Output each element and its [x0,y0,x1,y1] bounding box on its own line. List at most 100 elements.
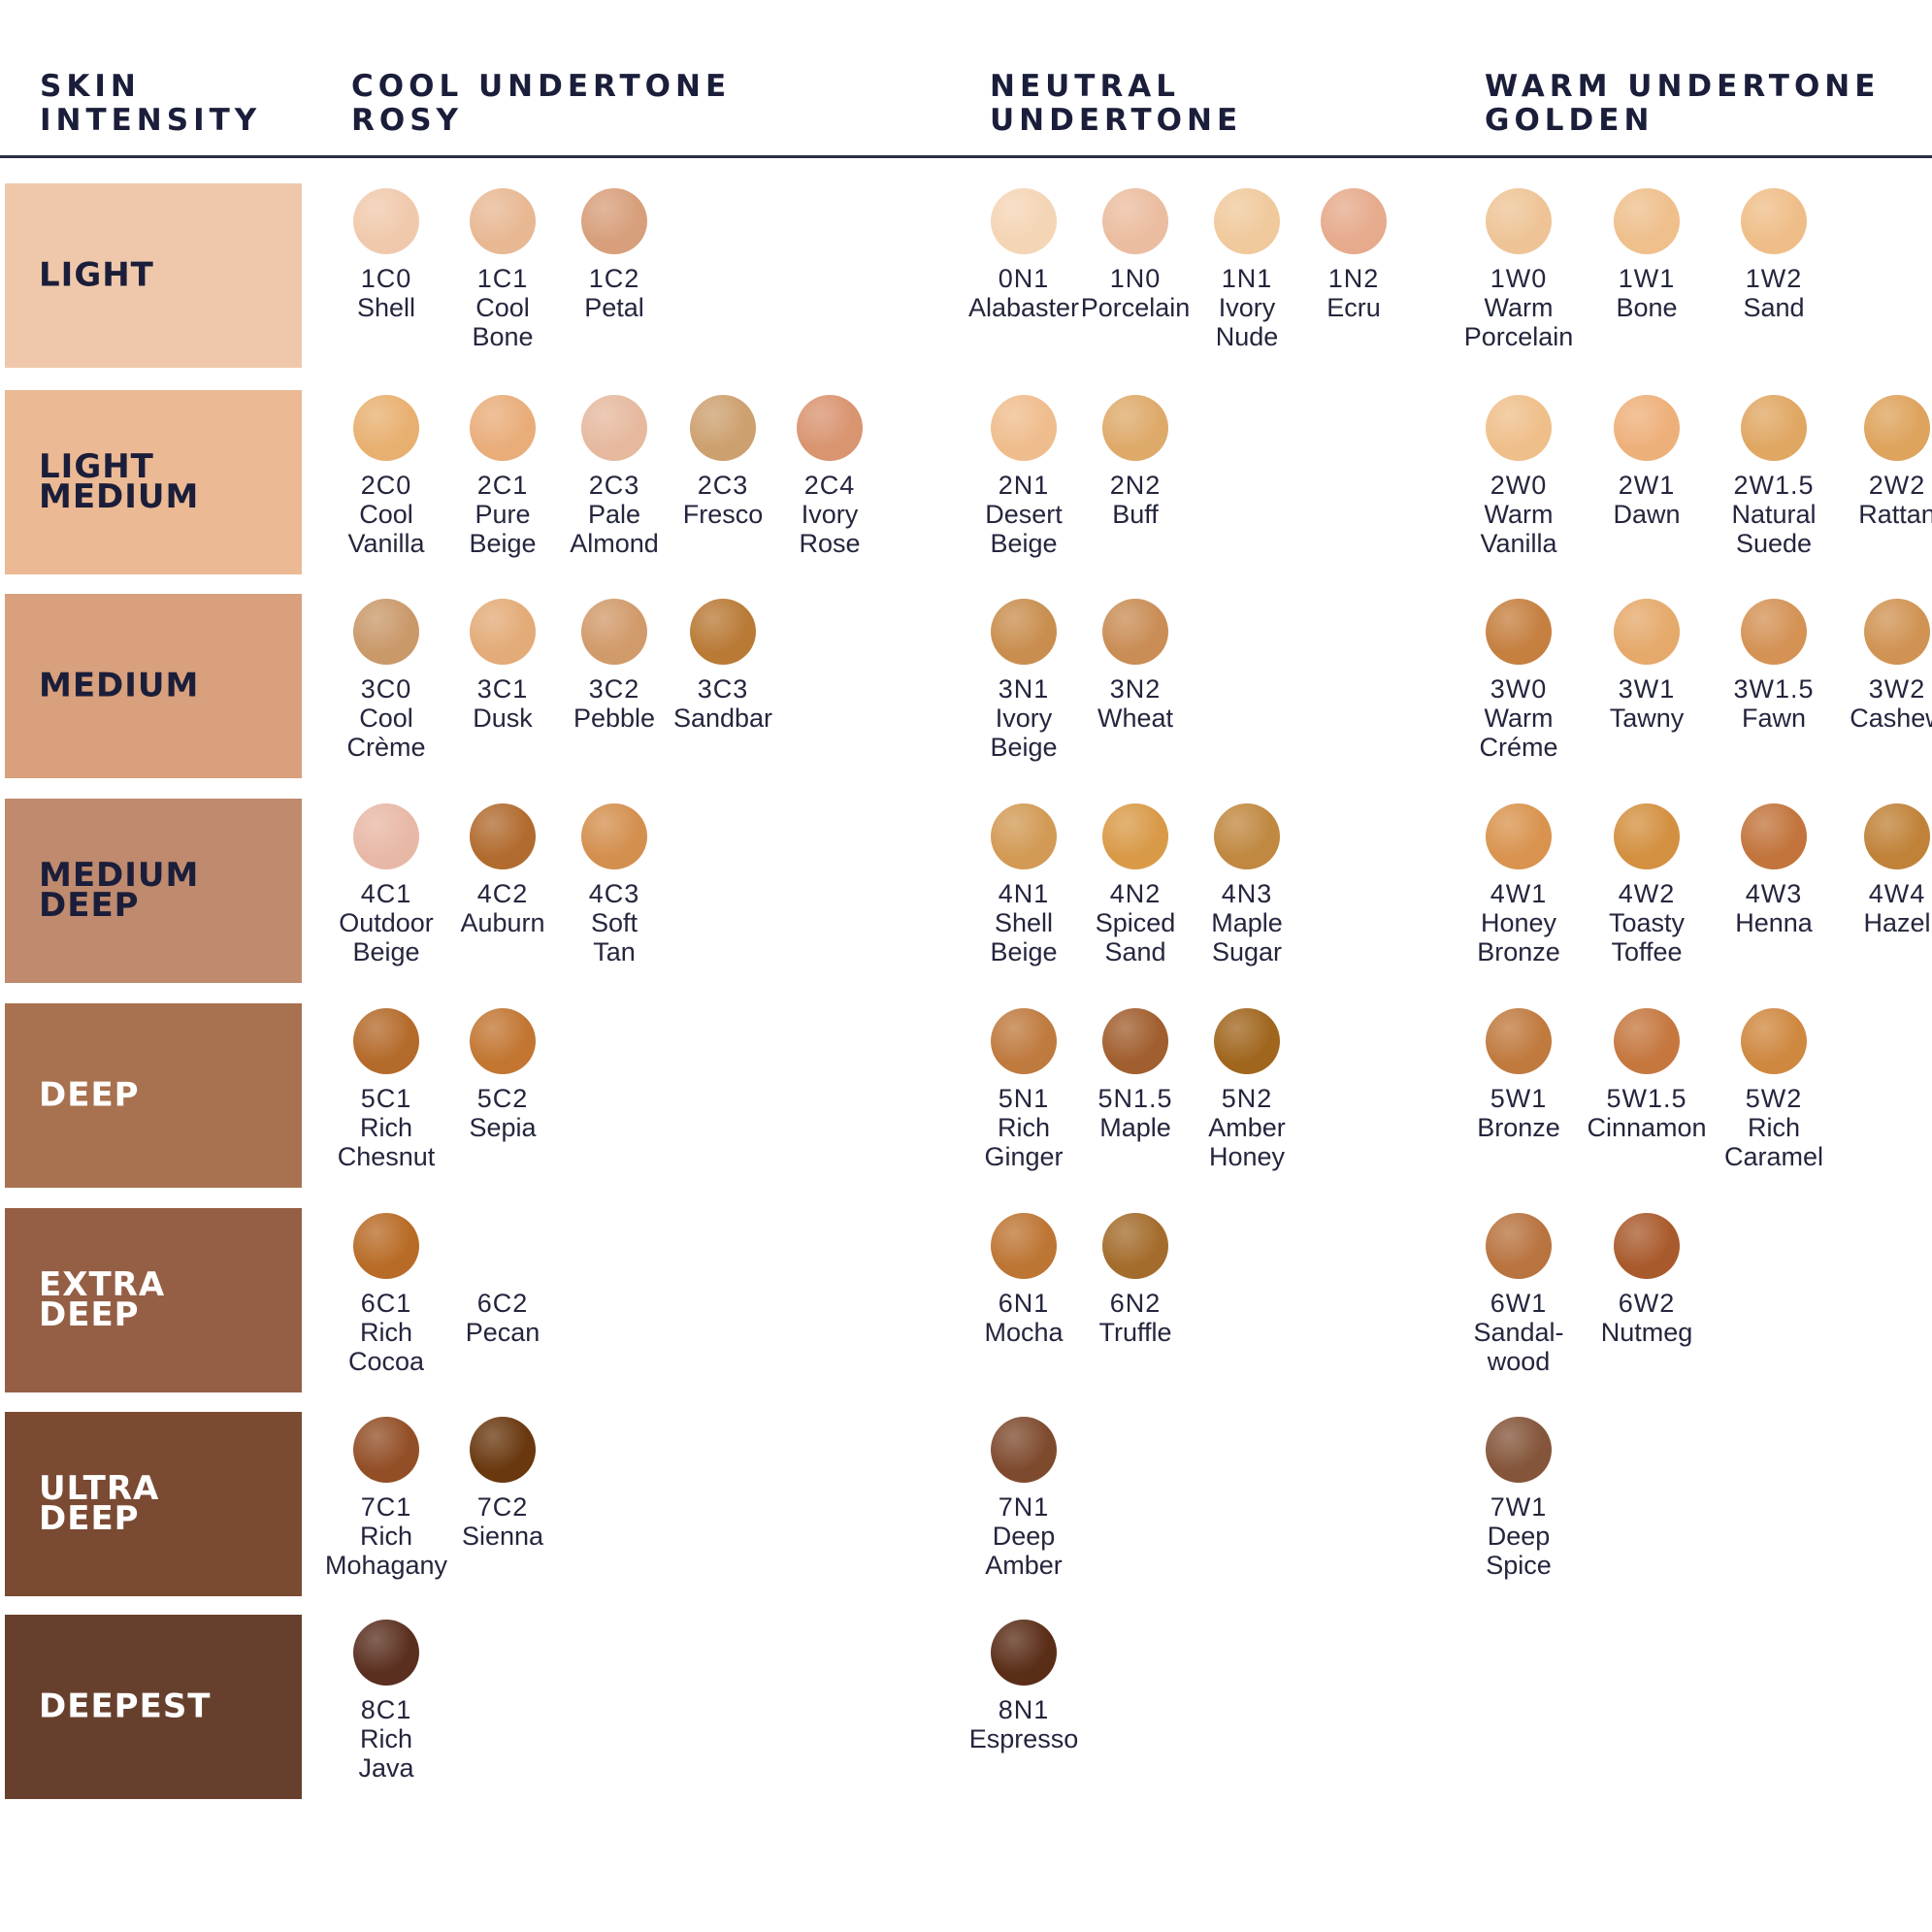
shade-5w1.5[interactable]: 5W1.5 Cinnamon [1579,1008,1715,1142]
shade-6c1[interactable]: 6C1 Rich Cocoa [318,1213,454,1376]
shade-3w1.5[interactable]: 3W1.5 Fawn [1706,599,1842,733]
shade-5w2[interactable]: 5W2 Rich Caramel [1706,1008,1842,1171]
shade-swatch[interactable] [1102,1213,1168,1279]
shade-5c2[interactable]: 5C2 Sepia [435,1008,571,1142]
shade-7n1[interactable]: 7N1 Deep Amber [956,1417,1092,1580]
shade-6w1[interactable]: 6W1 Sandal- wood [1451,1213,1587,1376]
shade-swatch[interactable] [581,395,647,461]
shade-4c2[interactable]: 4C2 Auburn [435,803,571,937]
shade-swatch[interactable] [690,395,756,461]
shade-1n1[interactable]: 1N1 Ivory Nude [1179,188,1315,351]
shade-4w3[interactable]: 4W3 Henna [1706,803,1842,937]
shade-swatch[interactable] [1214,1008,1280,1074]
shade-4c3[interactable]: 4C3 Soft Tan [546,803,682,966]
shade-swatch[interactable] [1214,803,1280,869]
shade-swatch[interactable] [991,1620,1057,1686]
shade-5n1.5[interactable]: 5N1.5 Maple [1067,1008,1203,1142]
shade-swatch[interactable] [1741,599,1807,665]
shade-3c0[interactable]: 3C0 Cool Crème [318,599,454,762]
shade-swatch[interactable] [353,1417,419,1483]
shade-3n2[interactable]: 3N2 Wheat [1067,599,1203,733]
shade-swatch[interactable] [1214,188,1280,254]
shade-4c1[interactable]: 4C1 Outdoor Beige [318,803,454,966]
shade-swatch[interactable] [470,1417,536,1483]
shade-4w2[interactable]: 4W2 Toasty Toffee [1579,803,1715,966]
shade-2c4[interactable]: 2C4 Ivory Rose [762,395,898,558]
shade-swatch[interactable] [353,188,419,254]
shade-5n2[interactable]: 5N2 Amber Honey [1179,1008,1315,1171]
shade-3c3[interactable]: 3C3 Sandbar [655,599,791,733]
shade-swatch[interactable] [1486,599,1552,665]
shade-swatch[interactable] [1102,395,1168,461]
shade-swatch[interactable] [1486,395,1552,461]
shade-swatch[interactable] [1486,1213,1552,1279]
shade-swatch[interactable] [1741,188,1807,254]
shade-swatch[interactable] [353,803,419,869]
shade-swatch[interactable] [470,188,536,254]
shade-swatch[interactable] [690,599,756,665]
shade-1n0[interactable]: 1N0 Porcelain [1067,188,1203,322]
shade-1c2[interactable]: 1C2 Petal [546,188,682,322]
shade-swatch[interactable] [1102,803,1168,869]
shade-swatch[interactable] [1741,803,1807,869]
shade-swatch[interactable] [1614,803,1680,869]
shade-swatch[interactable] [1614,188,1680,254]
shade-2c3[interactable]: 2C3 Fresco [655,395,791,529]
shade-2n1[interactable]: 2N1 Desert Beige [956,395,1092,558]
shade-3w1[interactable]: 3W1 Tawny [1579,599,1715,733]
shade-swatch[interactable] [1486,1008,1552,1074]
shade-6w2[interactable]: 6W2 Nutmeg [1579,1213,1715,1347]
shade-swatch[interactable] [1486,188,1552,254]
shade-4n2[interactable]: 4N2 Spiced Sand [1067,803,1203,966]
shade-swatch[interactable] [1864,599,1930,665]
shade-swatch[interactable] [991,395,1057,461]
shade-7c2[interactable]: 7C2 Sienna [435,1417,571,1551]
shade-swatch[interactable] [353,599,419,665]
shade-swatch[interactable] [353,395,419,461]
shade-4n1[interactable]: 4N1 Shell Beige [956,803,1092,966]
shade-3c2[interactable]: 3C2 Pebble [546,599,682,733]
shade-swatch[interactable] [991,1008,1057,1074]
shade-swatch[interactable] [991,1417,1057,1483]
shade-6n2[interactable]: 6N2 Truffle [1067,1213,1203,1347]
shade-swatch[interactable] [470,395,536,461]
shade-3c1[interactable]: 3C1 Dusk [435,599,571,733]
shade-swatch[interactable] [1102,1008,1168,1074]
shade-2w2[interactable]: 2W2 Rattan [1829,395,1932,529]
shade-5n1[interactable]: 5N1 Rich Ginger [956,1008,1092,1171]
shade-swatch[interactable] [1614,395,1680,461]
shade-swatch[interactable] [470,1213,536,1279]
shade-swatch[interactable] [1741,1008,1807,1074]
shade-1w2[interactable]: 1W2 Sand [1706,188,1842,322]
shade-swatch[interactable] [991,599,1057,665]
shade-5w1[interactable]: 5W1 Bronze [1451,1008,1587,1142]
shade-swatch[interactable] [1614,1213,1680,1279]
shade-swatch[interactable] [470,1008,536,1074]
shade-7w1[interactable]: 7W1 Deep Spice [1451,1417,1587,1580]
shade-swatch[interactable] [991,188,1057,254]
shade-6n1[interactable]: 6N1 Mocha [956,1213,1092,1347]
shade-swatch[interactable] [470,599,536,665]
shade-8c1[interactable]: 8C1 Rich Java [318,1620,454,1783]
shade-swatch[interactable] [1102,599,1168,665]
shade-swatch[interactable] [1486,803,1552,869]
shade-swatch[interactable] [1864,803,1930,869]
shade-swatch[interactable] [1741,395,1807,461]
shade-2c0[interactable]: 2C0 Cool Vanilla [318,395,454,558]
shade-swatch[interactable] [991,1213,1057,1279]
shade-3w2[interactable]: 3W2Cashew [1829,599,1932,733]
shade-2w1.5[interactable]: 2W1.5 Natural Suede [1706,395,1842,558]
shade-swatch[interactable] [1614,1008,1680,1074]
shade-swatch[interactable] [353,1620,419,1686]
shade-swatch[interactable] [991,803,1057,869]
shade-2c3[interactable]: 2C3 Pale Almond [546,395,682,558]
shade-swatch[interactable] [1321,188,1387,254]
shade-2n2[interactable]: 2N2 Buff [1067,395,1203,529]
shade-8n1[interactable]: 8N1 Espresso [956,1620,1092,1753]
shade-3w0[interactable]: 3W0 Warm Créme [1451,599,1587,762]
shade-swatch[interactable] [353,1213,419,1279]
shade-6c2[interactable]: 6C2 Pecan [435,1213,571,1347]
shade-1w1[interactable]: 1W1 Bone [1579,188,1715,322]
shade-swatch[interactable] [1864,395,1930,461]
shade-1c0[interactable]: 1C0 Shell [318,188,454,322]
